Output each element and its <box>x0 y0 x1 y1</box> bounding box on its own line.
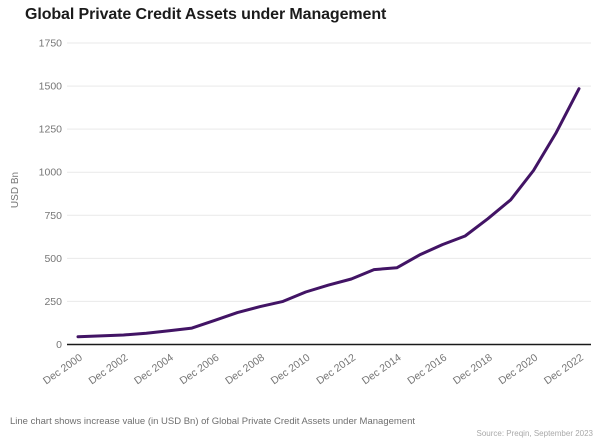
y-tick-label: 750 <box>44 210 62 222</box>
x-tick-label: Dec 2008 <box>223 352 267 388</box>
y-axis-title: USD Bn <box>10 172 21 208</box>
x-tick-label: Dec 2022 <box>542 352 586 388</box>
y-tick-label: 0 <box>56 339 62 351</box>
source-credit: Source: Preqin, September 2023 <box>476 429 593 438</box>
x-tick-label: Dec 2004 <box>132 352 176 388</box>
y-tick-label: 1500 <box>39 81 63 93</box>
y-tick-label: 500 <box>44 253 62 265</box>
x-tick-label: Dec 2012 <box>314 352 358 388</box>
x-tick-label: Dec 2016 <box>405 352 449 388</box>
chart-title: Global Private Credit Assets under Manag… <box>25 6 387 23</box>
y-tick-label: 1250 <box>39 124 63 136</box>
data-series-line <box>76 87 581 339</box>
x-tick-label: Dec 2000 <box>41 352 85 388</box>
x-tick-label: Dec 2018 <box>451 352 495 388</box>
x-tick-label: Dec 2006 <box>178 352 222 388</box>
y-tick-label: 1000 <box>39 167 63 179</box>
y-tick-label: 250 <box>44 296 62 308</box>
chart-footnote: Line chart shows increase value (in USD … <box>10 416 416 427</box>
x-tick-label: Dec 2020 <box>496 352 540 388</box>
x-tick-label: Dec 2010 <box>269 352 313 388</box>
x-tick-label: Dec 2014 <box>360 352 404 388</box>
line-chart: 0 250 500 750 1000 1250 1500 1750 Dec 2000 Dec 20… <box>10 38 591 388</box>
x-tick-label: Dec 2002 <box>87 352 131 388</box>
y-tick-label: 1750 <box>39 38 63 50</box>
